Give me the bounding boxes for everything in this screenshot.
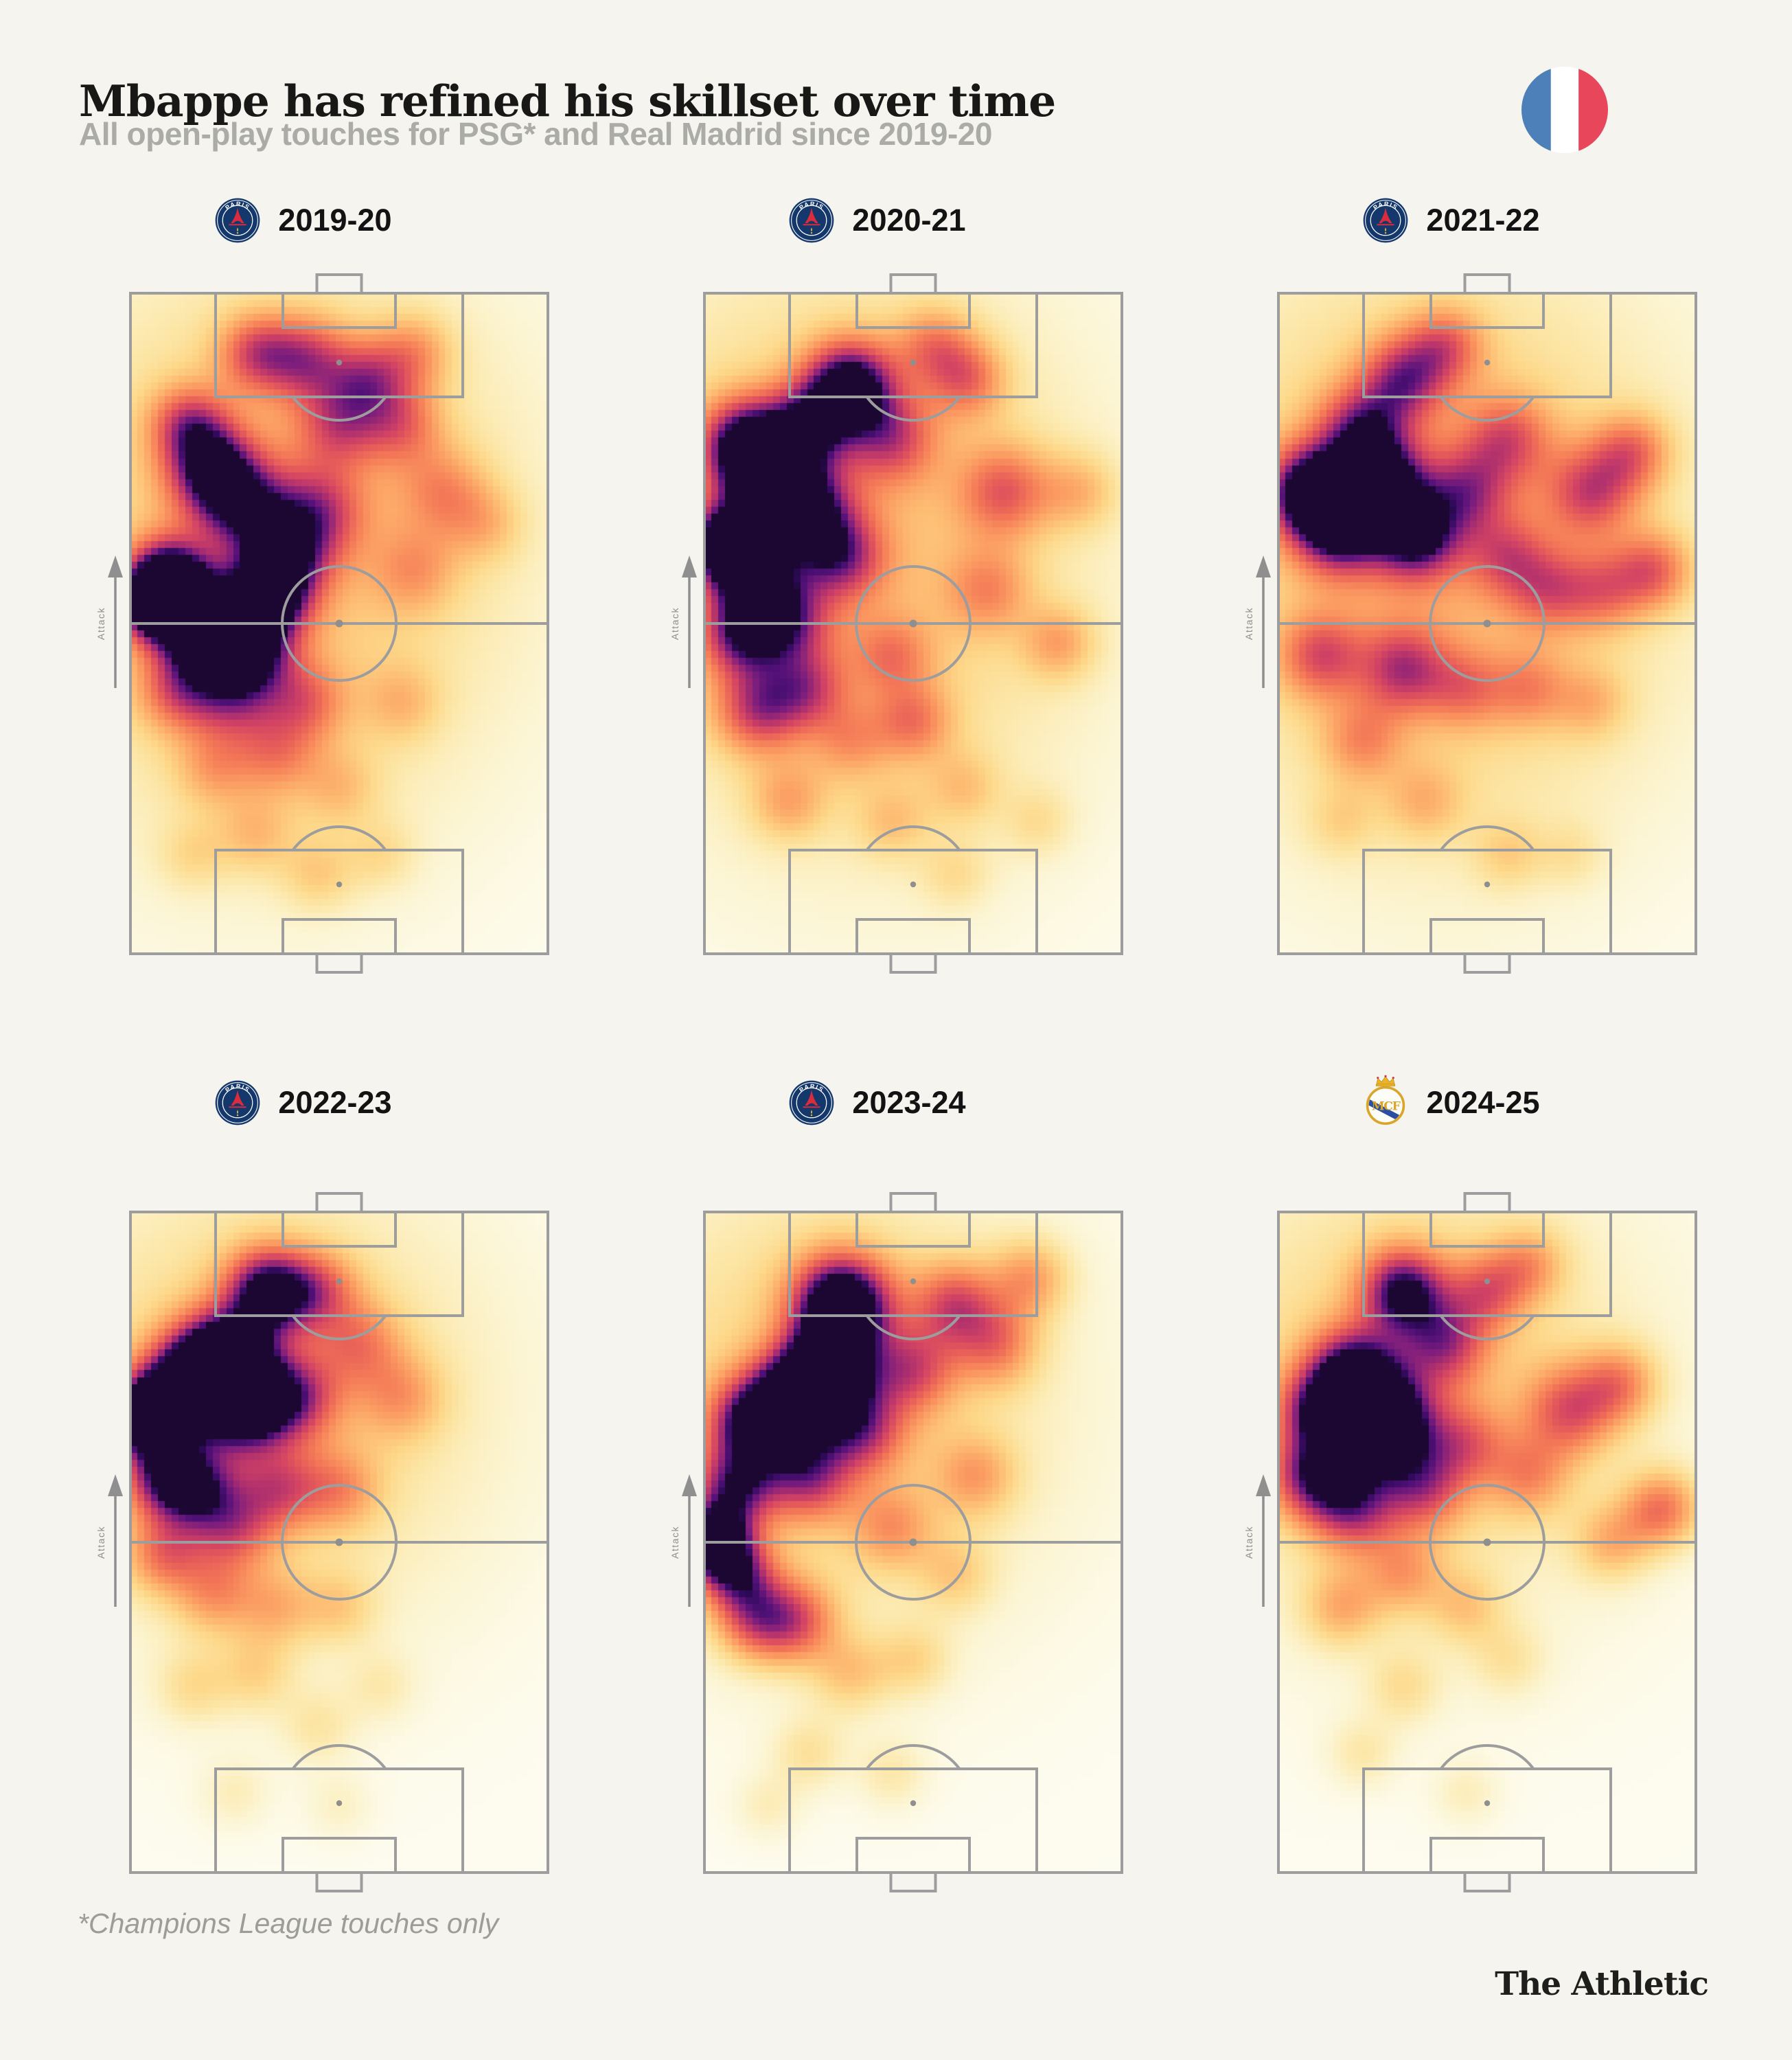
attack-label: Attack bbox=[95, 607, 106, 640]
pitch-panel-2022-23: Attack bbox=[95, 1192, 549, 1892]
pitch-markings: Attack bbox=[1243, 1192, 1697, 1892]
attack-label: Attack bbox=[669, 1526, 680, 1559]
season-header: 2019-20 bbox=[95, 193, 512, 248]
attack-label: Attack bbox=[1243, 607, 1254, 640]
attack-arrow: Attack bbox=[95, 1474, 123, 1607]
psg-badge-icon bbox=[789, 198, 834, 243]
attack-arrow: Attack bbox=[95, 556, 123, 688]
real-madrid-badge-icon bbox=[1363, 1075, 1408, 1125]
season-label: 2023-24 bbox=[852, 1085, 966, 1120]
the-athletic-logo: The Athletic bbox=[1495, 1965, 1709, 2003]
pitch-markings: Attack bbox=[95, 273, 549, 974]
psg-badge-icon bbox=[1363, 198, 1408, 243]
attack-label: Attack bbox=[669, 607, 680, 640]
pitch-markings: Attack bbox=[669, 1192, 1123, 1892]
season-header: 2023-24 bbox=[669, 1075, 1086, 1130]
pitch-panel-2023-24: Attack bbox=[669, 1192, 1123, 1892]
season-label: 2020-21 bbox=[852, 203, 966, 238]
pitch-markings: Attack bbox=[669, 273, 1123, 974]
season-label: 2022-23 bbox=[278, 1085, 392, 1120]
pitch-markings: Attack bbox=[95, 1192, 549, 1892]
attack-arrow: Attack bbox=[1243, 1474, 1271, 1607]
season-label: 2024-25 bbox=[1426, 1085, 1540, 1120]
psg-badge-icon bbox=[789, 1080, 834, 1125]
pitch-markings: Attack bbox=[1243, 273, 1697, 974]
pitch-panel-2019-20: Attack bbox=[95, 273, 549, 974]
pitch-panel-2021-22: Attack bbox=[1243, 273, 1697, 974]
attack-arrow: Attack bbox=[669, 1474, 697, 1607]
footnote: *Champions League touches only bbox=[78, 1908, 499, 1939]
season-label: 2021-22 bbox=[1426, 203, 1540, 238]
season-header: 2020-21 bbox=[669, 193, 1086, 248]
season-header: 2021-22 bbox=[1243, 193, 1660, 248]
attack-label: Attack bbox=[1243, 1526, 1254, 1559]
attack-label: Attack bbox=[95, 1526, 106, 1559]
season-header: 2022-23 bbox=[95, 1075, 512, 1130]
attack-arrow: Attack bbox=[669, 556, 697, 688]
season-label: 2019-20 bbox=[278, 203, 392, 238]
season-header: 2024-25 bbox=[1243, 1075, 1660, 1130]
page-subtitle: All open-play touches for PSG* and Real … bbox=[79, 116, 992, 152]
pitch-panel-2024-25: Attack bbox=[1243, 1192, 1697, 1892]
psg-badge-icon bbox=[215, 198, 260, 243]
psg-badge-icon bbox=[215, 1080, 260, 1125]
page-title: Mbappe has refined his skillset over tim… bbox=[79, 76, 1056, 127]
france-flag-icon bbox=[1521, 67, 1608, 153]
attack-arrow: Attack bbox=[1243, 556, 1271, 688]
pitch-panel-2020-21: Attack bbox=[669, 273, 1123, 974]
